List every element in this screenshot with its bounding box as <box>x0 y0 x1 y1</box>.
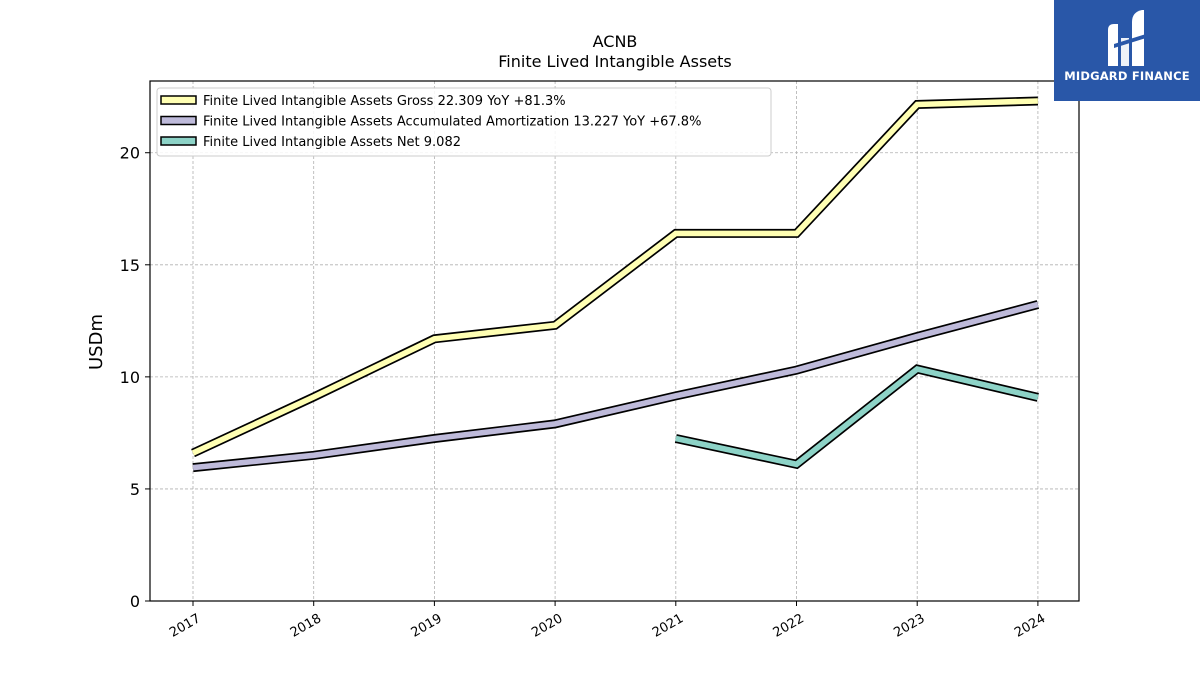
legend-label: Finite Lived Intangible Assets Gross 22.… <box>203 94 566 109</box>
chart-title: ACNB <box>593 32 638 51</box>
plot-frame <box>149 80 1080 602</box>
series-1-outline <box>192 300 1040 473</box>
x-tick-label: 2020 <box>529 611 565 641</box>
y-tick-label: 15 <box>120 256 140 275</box>
logo-mark-icon <box>1108 10 1146 66</box>
legend-swatch <box>160 115 197 126</box>
legend-label: Finite Lived Intangible Assets Net 9.082 <box>203 135 461 150</box>
x-tick-label: 2021 <box>650 611 686 641</box>
series-2-line <box>675 365 1039 468</box>
legend-swatch <box>160 95 197 105</box>
y-tick-label: 5 <box>130 480 140 499</box>
logo-text: MIDGARD FINANCE <box>1064 69 1190 83</box>
legend: Finite Lived Intangible Assets Gross 22.… <box>156 87 772 157</box>
y-tick-label: 10 <box>120 368 140 387</box>
x-tick-label: 2023 <box>891 611 927 641</box>
x-tick-label: 2022 <box>771 611 807 641</box>
series-1-line <box>192 301 1039 471</box>
x-tick-label: 2017 <box>167 611 203 641</box>
y-tick-label: 20 <box>120 144 140 163</box>
y-axis: 0 5 10 15 20 <box>120 144 150 611</box>
series-layer <box>191 96 1040 473</box>
chart-subtitle: Finite Lived Intangible Assets <box>498 52 731 71</box>
x-tick-label: 2018 <box>288 611 324 641</box>
y-tick-label: 0 <box>130 592 140 611</box>
grid <box>150 81 1079 601</box>
series-0-line <box>191 98 1038 456</box>
x-tick-label: 2019 <box>409 611 445 641</box>
legend-box <box>156 87 772 157</box>
x-axis: 2017 2018 2019 2020 2021 2022 2023 2024 <box>167 601 1048 641</box>
x-tick-label: 2024 <box>1012 611 1048 641</box>
y-axis-label: USDm <box>86 314 107 370</box>
legend-label: Finite Lived Intangible Assets Accumulat… <box>203 115 701 130</box>
brand-logo: MIDGARD FINANCE <box>1054 0 1200 101</box>
legend-swatch <box>160 136 197 146</box>
